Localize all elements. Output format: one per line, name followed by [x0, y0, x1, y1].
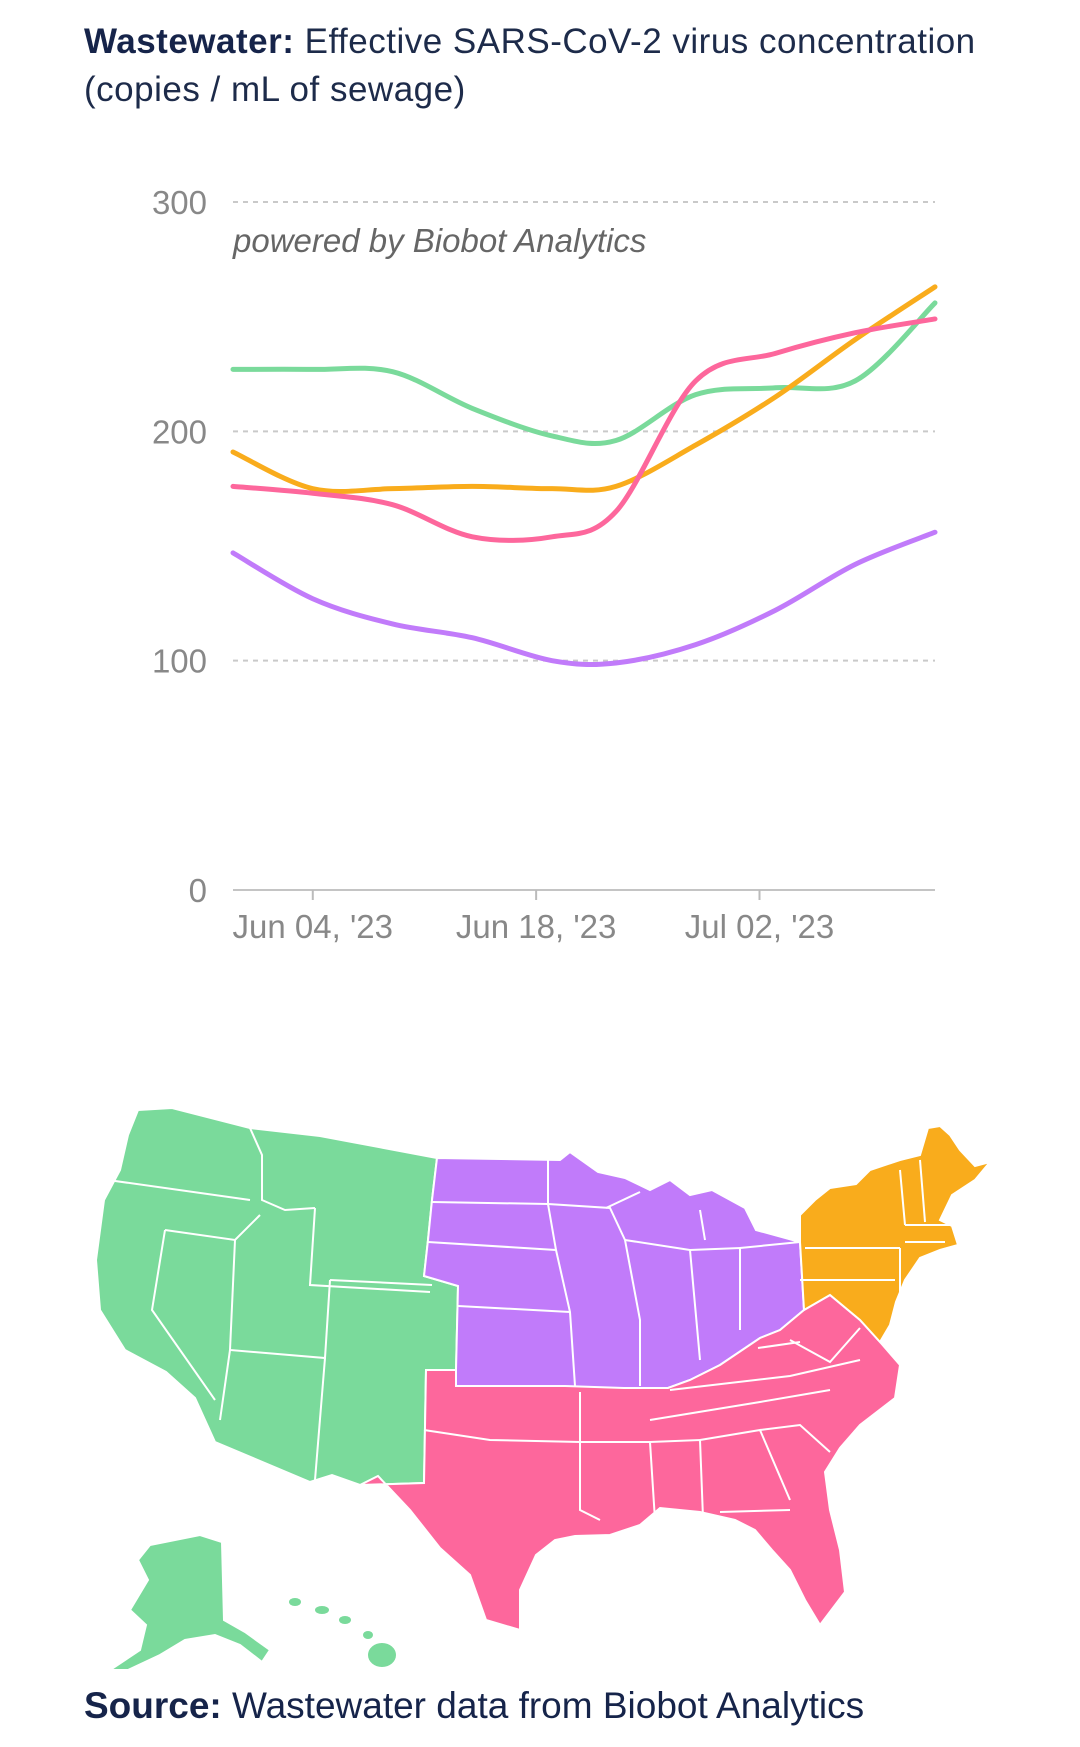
map-region-west: [94, 1106, 460, 1487]
x-axis: Jun 04, '23 Jun 18, '23 Jul 02, '23: [233, 889, 935, 945]
midwest-state-borders: [427, 1160, 801, 1387]
series-lines: [230, 284, 938, 667]
x-tick-label: Jun 04, '23: [233, 908, 393, 945]
y-tick-label: 300: [152, 184, 207, 221]
y-tick-label: 100: [152, 643, 207, 680]
source-text: Wastewater data from Biobot Analytics: [232, 1685, 865, 1726]
title-prefix: Wastewater:: [84, 22, 295, 61]
source-prefix: Source:: [84, 1685, 222, 1726]
series-line-west: [230, 300, 938, 447]
west-state-borders: [107, 1127, 433, 1481]
series-line-northeast: [230, 284, 938, 494]
y-tick-label: 0: [189, 872, 207, 909]
south-state-borders: [423, 1327, 861, 1521]
series-line-midwest: [230, 529, 938, 667]
y-tick-label: 200: [152, 413, 207, 450]
line-chart: 0 100 200 300 powered by Biobot Analytics J…: [152, 184, 938, 945]
map-region-northeast: [799, 1124, 993, 1344]
map-alaska: [106, 1533, 272, 1671]
us-regions-map: [94, 1106, 993, 1671]
x-tick-label: Jun 18, '23: [456, 908, 616, 945]
y-axis-ticks: 0 100 200 300: [152, 184, 207, 909]
chart-title: Wastewater: Effective SARS-CoV-2 virus c…: [84, 18, 1004, 114]
northeast-state-borders: [800, 1159, 950, 1305]
watermark-text: powered by Biobot Analytics: [232, 222, 646, 259]
series-line-south: [230, 316, 938, 543]
source-note: Source: Wastewater data from Biobot Anal…: [84, 1685, 864, 1727]
x-tick-label: Jul 02, '23: [685, 908, 834, 945]
map-hawaii: [289, 1598, 396, 1667]
grid-lines: [233, 201, 935, 662]
title-text: Effective SARS-CoV-2 virus concentration…: [84, 22, 976, 109]
